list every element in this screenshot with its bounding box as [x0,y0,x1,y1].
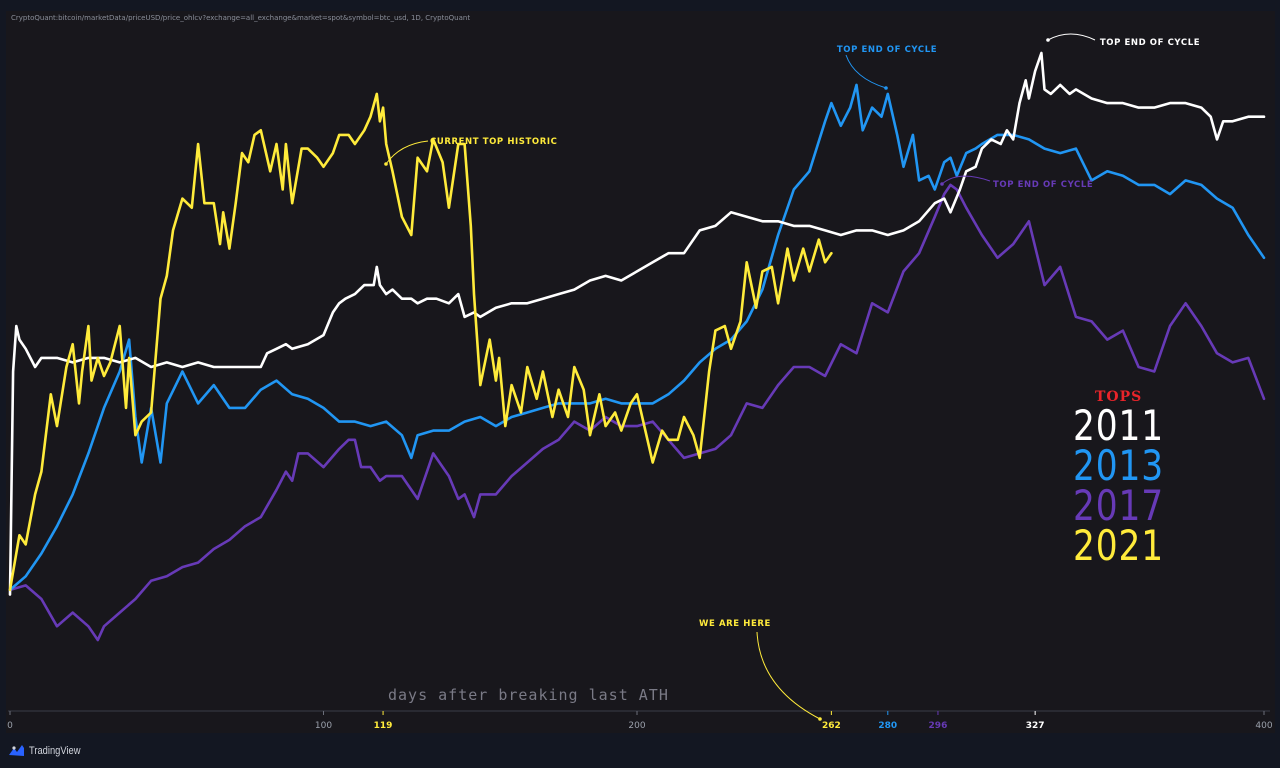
annotation-arrowhead [818,717,822,721]
top-bar [0,0,1280,11]
annotation-arrow [385,140,429,165]
annotation-arrowhead [1046,38,1050,42]
series-line-2013 [8,83,1266,592]
annotation-arrow [941,175,991,185]
tops-legend: TOPS 2011 2013 2017 2021 [1068,388,1188,570]
annotation-arrowhead [940,182,944,186]
annotation-arrow [845,54,887,89]
x-tick-label: 200 [628,721,645,731]
highlight-tick-label-280: 280 [878,721,897,731]
annotation-label: WE ARE HERE [699,619,771,629]
annotation-label: CURRENT TOP HISTORIC [430,137,558,147]
x-tick-label: 0 [7,721,13,731]
legend-entry-2017: 2017 [1073,481,1164,530]
legend-title: TOPS [1095,389,1143,405]
source-label: CryptoQuant:bitcoin/marketData/priceUSD/… [11,14,471,22]
annotation-arrow [1047,33,1096,41]
series-line-2011 [8,51,1266,596]
x-tick-label: 400 [1255,721,1272,731]
highlight-tick-label-119: 119 [374,721,393,731]
legend-entry-2013: 2013 [1073,441,1164,490]
annotation-arrow [756,631,821,720]
annotation-label: TOP END OF CYCLE [1100,38,1200,48]
series-line-2021 [8,92,833,592]
x-axis-label: days after breaking last ATH [388,686,669,704]
x-tick-label: 100 [315,721,332,731]
annotation-arrowhead [884,86,888,90]
annotation-arrowhead [384,162,388,166]
annotation-label: TOP END OF CYCLE [993,180,1093,190]
highlight-tick-label-262: 262 [822,721,841,731]
annotation-label: TOP END OF CYCLE [837,45,937,55]
tradingview-brand[interactable]: TradingView [8,742,90,759]
highlight-tick-label-296: 296 [929,721,948,731]
brand-label: TradingView [29,744,81,757]
tradingview-logo-icon [9,745,24,756]
chart-pane[interactable] [6,11,1275,733]
highlight-tick-label-327: 327 [1026,721,1045,731]
legend-entry-2021: 2021 [1073,521,1164,570]
legend-entry-2011: 2011 [1073,401,1164,450]
